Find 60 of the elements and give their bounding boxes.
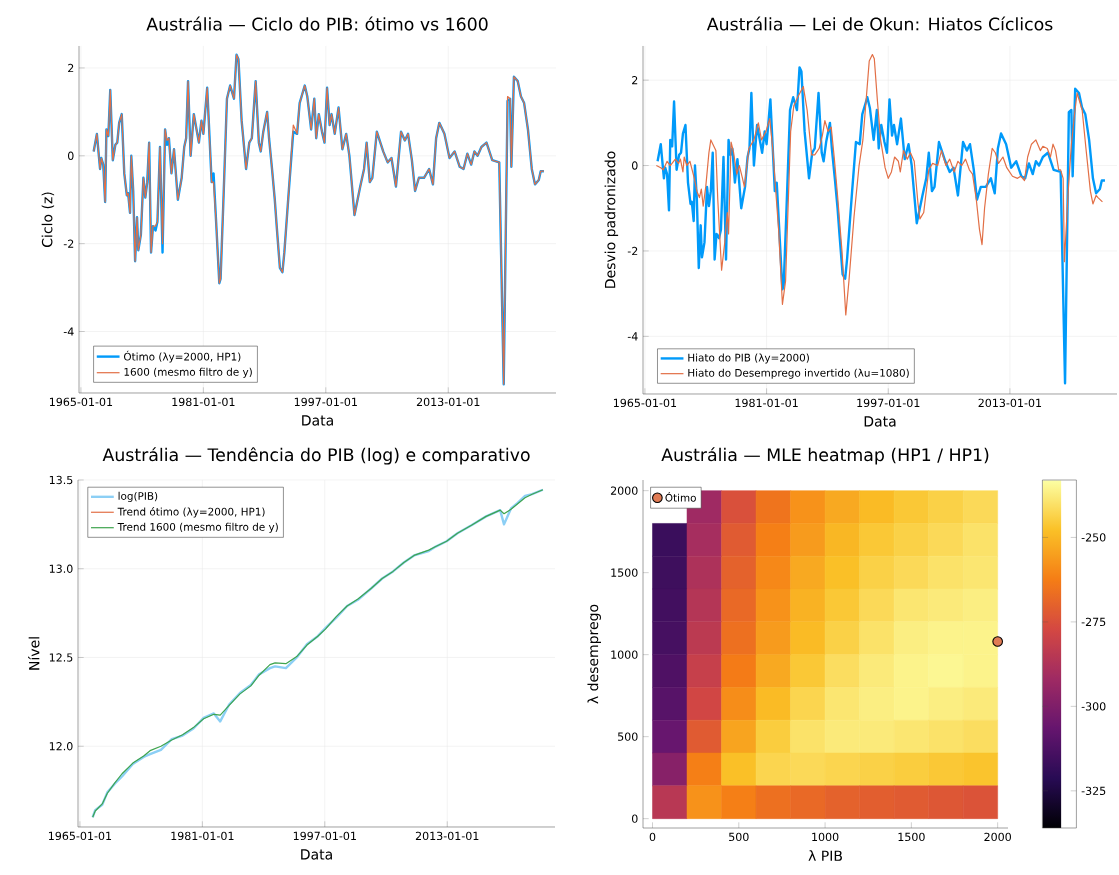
x-tick-label: 2013-01-01 <box>416 397 480 407</box>
x-tick-label: 1000 <box>812 832 839 842</box>
x-tick-label: 1997-01-01 <box>294 397 357 407</box>
y-tick-label: 13.5 <box>49 475 73 485</box>
legend-label: Hiato do Desemprego invertido (λu=1080) <box>688 368 909 379</box>
y-axis-title: λ desemprego <box>587 604 601 704</box>
x-axis-title: Data <box>864 416 896 427</box>
color-bar-label: -325 <box>1081 786 1106 796</box>
y-tick-label: 12.0 <box>49 742 73 751</box>
y-tick-label: 1000 <box>611 650 638 659</box>
y-tick-label: 13.0 <box>49 564 73 573</box>
y-axis-title: Ciclo (z) <box>41 192 55 247</box>
x-axis-title: Data <box>302 415 333 426</box>
x-tick-label: 1981-01-01 <box>735 398 798 408</box>
x-tick-label: 2000 <box>984 832 1011 842</box>
chart-title: Austrália — Ciclo do PIB: ótimo vs 1600 <box>146 16 488 31</box>
y-tick-label: 500 <box>618 732 638 741</box>
x-tick-label: 1981-01-01 <box>172 397 235 407</box>
line-series <box>655 53 1104 316</box>
y-axis-title: Desvio padronizado <box>604 151 619 288</box>
color-bar-label: -275 <box>1081 617 1106 627</box>
y-tick-label: -2 <box>627 246 638 256</box>
x-tick-label: 0 <box>649 832 656 842</box>
chart-title: Austrália — Lei de Okun: Hiatos Cíclicos <box>706 16 1053 31</box>
y-tick-label: 1500 <box>611 568 638 577</box>
y-axis-title: Nível <box>28 637 40 670</box>
color-bar-label: -250 <box>1081 533 1106 542</box>
legend-label: Ótimo <box>665 491 696 502</box>
x-tick-label: 1981-01-01 <box>171 831 234 841</box>
x-tick-label: 2013-01-01 <box>415 831 479 841</box>
y-tick-label: 0 <box>631 814 638 823</box>
x-tick-label: 1965-01-01 <box>48 831 112 841</box>
x-tick-label: 1500 <box>898 832 925 842</box>
chart-title: Austrália — MLE heatmap (HP1 / HP1) <box>661 447 989 465</box>
x-tick-label: 2013-01-01 <box>978 398 1042 408</box>
x-tick-label: 1997-01-01 <box>293 831 356 841</box>
y-tick-label: 0 <box>67 151 74 160</box>
y-tick-label: 2 <box>68 63 74 73</box>
y-tick-label: -4 <box>627 332 638 341</box>
legend-label: log(PIB) <box>118 491 158 502</box>
x-tick-label: 1997-01-01 <box>857 398 920 408</box>
y-tick-label: -2 <box>63 239 74 248</box>
y-tick-label: 2000 <box>610 486 638 495</box>
x-axis-title: λ PIB <box>808 850 842 861</box>
y-tick-label: -4 <box>63 327 74 336</box>
y-tick-label: 2 <box>632 76 638 85</box>
y-tick-label: 12.5 <box>49 653 73 662</box>
x-tick-label: 1965-01-01 <box>49 397 113 407</box>
legend-label: Trend 1600 (mesmo filtro de y) <box>117 522 278 533</box>
chart-title: Austrália — Tendência do PIB (log) e comparativo <box>102 447 530 465</box>
legend-label: Ótimo (λy=2000, HP1) <box>124 350 241 363</box>
color-bar-label: -300 <box>1081 702 1106 711</box>
legend-label: Trend ótimo (λy=2000, HP1) <box>117 507 265 518</box>
line-series <box>656 66 1107 385</box>
x-axis-title: Data <box>301 849 332 860</box>
legend-label: 1600 (mesmo filtro de y) <box>124 367 252 378</box>
y-tick-label: 0 <box>631 161 638 170</box>
x-tick-label: 1965-01-01 <box>613 398 677 408</box>
x-tick-label: 500 <box>729 832 749 842</box>
legend-label: Hiato do PIB (λy=2000) <box>688 353 809 364</box>
